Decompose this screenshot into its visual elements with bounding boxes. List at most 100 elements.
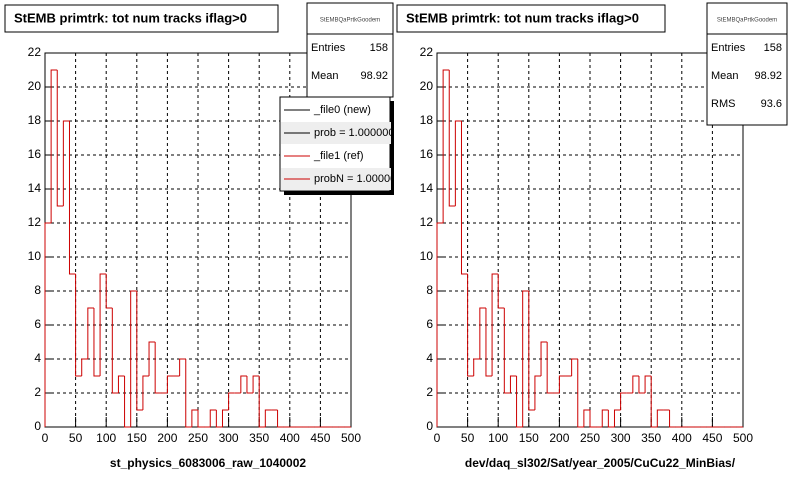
histogram-bin <box>540 341 548 376</box>
x-tick-label: 200 <box>549 431 569 445</box>
x-tick-label: 50 <box>461 431 475 445</box>
x-tick-label: 100 <box>488 431 508 445</box>
stats-label: Mean <box>711 70 739 82</box>
histogram-bin <box>516 376 523 428</box>
histogram-bin <box>442 69 450 223</box>
histogram-bin <box>656 409 664 427</box>
histogram-bin <box>607 410 615 428</box>
histogram-bin <box>228 392 235 410</box>
histogram-bin <box>467 274 474 377</box>
y-tick-label: 20 <box>420 79 434 93</box>
y-tick-label: 4 <box>34 351 41 365</box>
histogram-bin <box>56 70 64 207</box>
histogram-bin <box>246 376 254 394</box>
x-tick-label: 400 <box>280 431 300 445</box>
histogram-bin <box>277 410 284 428</box>
y-tick-label: 16 <box>420 147 434 161</box>
x-tick-label: 200 <box>157 431 177 445</box>
histogram-bin <box>62 120 70 206</box>
stats-value: 158 <box>764 42 782 54</box>
histogram-bin <box>68 121 76 275</box>
x-tick-label: 150 <box>519 431 539 445</box>
stats-title: StEMBQaPrtkGoodem <box>320 18 380 24</box>
x-axis-label: st_physics_6083006_raw_1040002 <box>110 456 306 470</box>
y-tick-label: 0 <box>426 419 433 433</box>
title-box <box>396 4 666 33</box>
y-tick-label: 4 <box>426 351 433 365</box>
histogram-bin <box>601 409 609 427</box>
stats-value: 98.92 <box>360 70 388 82</box>
histogram-bin <box>644 375 652 393</box>
y-tick-label: 14 <box>420 181 434 195</box>
y-tick-label: 16 <box>28 147 42 161</box>
legend: _file0 (new) prob = 1.000000 _file1 (ref) p… <box>281 104 402 190</box>
title-box <box>4 4 279 33</box>
chart-title: StEMB primtrk: tot num tracks iflag>0 <box>14 10 247 25</box>
histogram-bin <box>252 375 260 393</box>
histogram-bin <box>130 290 137 427</box>
histogram-bin <box>558 375 566 393</box>
histogram-bin <box>99 273 107 376</box>
histogram-bin <box>460 121 468 275</box>
y-tick-label: 8 <box>34 283 41 297</box>
histogram-bin <box>81 358 88 376</box>
legend-row-bg <box>281 168 391 190</box>
histogram-bin <box>577 359 584 428</box>
y-tick-label: 6 <box>34 317 41 331</box>
y-tick-label: 18 <box>420 113 434 127</box>
x-tick-label: 450 <box>702 431 722 445</box>
y-tick-label: 18 <box>28 113 42 127</box>
histogram-bin <box>75 274 82 377</box>
chart-title: StEMB primtrk: tot num tracks iflag>0 <box>406 10 639 25</box>
x-tick-label: 300 <box>611 431 631 445</box>
x-tick-label: 300 <box>219 431 239 445</box>
legend-label: probN = 1.000000 <box>314 173 402 185</box>
histogram-bin <box>613 409 621 427</box>
stats-value: 98.92 <box>754 70 782 82</box>
histogram-bin <box>534 375 542 410</box>
x-tick-label: 350 <box>249 431 269 445</box>
histogram-bin <box>105 274 113 309</box>
histogram-bin <box>185 359 192 428</box>
histogram-bin <box>454 120 462 206</box>
x-tick-label: 250 <box>580 431 600 445</box>
histogram-bin <box>632 375 639 393</box>
histogram-bin <box>589 410 597 428</box>
y-tick-label: 14 <box>28 181 42 195</box>
histogram-bin <box>142 375 150 410</box>
histogram-bin <box>522 290 529 427</box>
histogram-bin <box>124 376 131 428</box>
histogram-bin <box>528 291 535 411</box>
histogram-bin <box>264 409 272 427</box>
histogram-bin <box>154 342 162 394</box>
histogram-bin <box>44 222 52 427</box>
histogram-bin <box>240 375 247 393</box>
histogram-bin <box>215 410 223 428</box>
histogram-bin <box>583 409 590 427</box>
histogram-bin <box>179 358 186 376</box>
y-tick-label: 12 <box>28 215 42 229</box>
stats-value: 93.6 <box>761 98 782 110</box>
histogram-bin <box>485 308 493 377</box>
histogram-bin <box>473 358 480 376</box>
x-tick-label: 0 <box>434 431 441 445</box>
legend-row-bg <box>281 122 391 144</box>
y-tick-label: 10 <box>28 249 42 263</box>
x-tick-label: 100 <box>96 431 116 445</box>
x-tick-label: 0 <box>42 431 49 445</box>
stats-label: Entries <box>711 42 746 54</box>
histogram-bin <box>509 375 517 393</box>
histogram-bin <box>148 341 156 376</box>
y-tick-label: 6 <box>426 317 433 331</box>
stats-label: Mean <box>311 70 339 82</box>
histogram-bin <box>620 392 627 410</box>
histogram-bin <box>191 409 198 427</box>
x-tick-label: 350 <box>641 431 661 445</box>
stats-label: Entries <box>311 42 346 54</box>
y-tick-label: 2 <box>34 385 41 399</box>
stats-box <box>306 2 394 98</box>
histogram-bin <box>93 308 101 377</box>
histogram-bin <box>650 376 658 428</box>
legend-label: _file0 (new) <box>313 104 371 116</box>
histogram-bin <box>111 308 119 394</box>
